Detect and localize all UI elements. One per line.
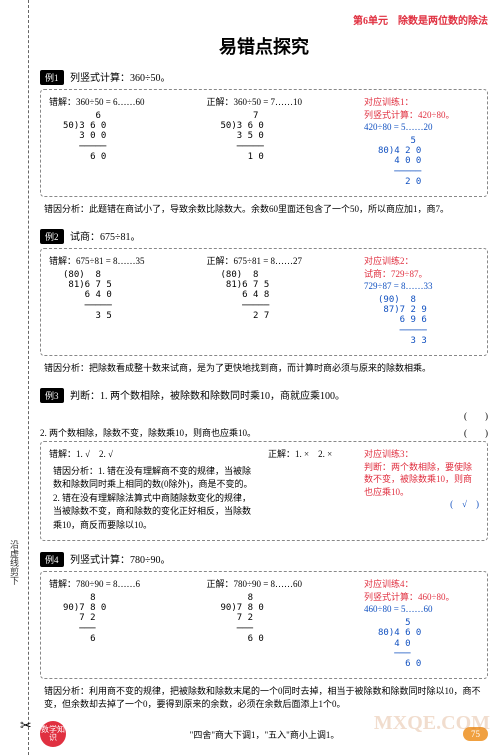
work-box: 错解：360÷50 = 6……60 6 50)3 6 0 3 0 0 ─────… — [40, 89, 488, 197]
judge-row-2: 2. 两个数相除，除数不变，除数乘10，则商也应乘10。 ( ) — [40, 424, 488, 441]
wrong-solution: 错解：675÷81 = 8……35 (80) 8 81)6 7 5 6 4 0 … — [49, 255, 201, 349]
example-label: 例2 — [40, 229, 64, 244]
analysis-text: 错因分析：利用商不变的规律，把被除数和除数末尾的一个0同时去掉，相当于被除数和除… — [40, 683, 488, 714]
training: 对应训练1： 列竖式计算：420÷80。 420÷80 = 5……20 5 80… — [364, 96, 479, 190]
page-number: 75 — [463, 727, 488, 741]
cut-hint: 沿虚线剪下 — [8, 540, 21, 585]
right-head: 正解：360÷50 = 7……10 — [207, 96, 359, 109]
train-work: 5 80)4 2 0 4 0 0 ───── 2 0 — [378, 136, 479, 188]
wrong-work: 8 90)7 8 0 7 2 ─── 6 — [63, 593, 201, 645]
bracket: ( ) — [464, 426, 488, 439]
wrong-head: 错解：1. √ 2. √ — [49, 448, 262, 461]
train-answer: 460÷80 = 5……60 — [364, 603, 479, 616]
train-work: 5 80)4 6 0 4 0 ─── 6 0 — [378, 618, 479, 670]
train-title: 对应训练4： — [364, 578, 479, 591]
cut-line — [28, 0, 29, 755]
train-answer: ( √ ) — [364, 498, 479, 511]
right-head: 正解：675÷81 = 8……27 — [207, 255, 359, 268]
train-answer: 420÷80 = 5……20 — [364, 121, 479, 134]
example-prompt: 列竖式计算：360÷50。 — [70, 73, 171, 84]
footer-badge: 数学知识 — [40, 721, 66, 747]
scissors-icon: ✂ — [20, 718, 32, 735]
page-footer: 数学知识 "四舍"商大下调1，"五入"商小上调1。 75 — [40, 721, 488, 747]
example-1: 例1 列竖式计算：360÷50。 错解：360÷50 = 6……60 6 50)… — [40, 69, 488, 218]
work-box: 错解：780÷90 = 8……6 8 90)7 8 0 7 2 ─── 6 正解… — [40, 571, 488, 679]
bracket: ( ) — [464, 409, 488, 422]
train-title: 对应训练3： — [364, 448, 479, 461]
example-3: 例3 判断：1. 两个数相除，被除数和除数同时乘10，商就应乘100。 ( ) … — [40, 387, 488, 541]
wrong-head: 错解：780÷90 = 8……6 — [49, 578, 201, 591]
example-title: 例4 列竖式计算：780÷90。 — [40, 551, 488, 567]
training: 对应训练3： 判断：两个数相除，要使除数不变，被除数乘10，则商也应乘10。 (… — [364, 448, 479, 534]
example-prompt: 试商：675÷81。 — [70, 232, 141, 243]
train-prompt: 列竖式计算：460÷80。 — [364, 591, 479, 604]
example-4: 例4 列竖式计算：780÷90。 错解：780÷90 = 8……6 8 90)7… — [40, 551, 488, 714]
wrong-solution: 错解：360÷50 = 6……60 6 50)3 6 0 3 0 0 ─────… — [49, 96, 201, 190]
right-solution: 正解：360÷50 = 7……10 7 50)3 6 0 3 5 0 ─────… — [207, 96, 359, 190]
judge-row-1: ( ) — [40, 407, 488, 424]
analysis-text: 错因分析：此题错在商试小了，导致余数比除数大。余数60里面还包含了一个50，所以… — [40, 201, 488, 219]
example-label: 例1 — [40, 70, 64, 85]
wrong-work: (80) 8 81)6 7 5 6 4 0 ───── 3 5 — [63, 270, 201, 322]
train-answer: 729÷87 = 8……33 — [364, 280, 479, 293]
right-work: 7 50)3 6 0 3 5 0 ───── 1 0 — [221, 111, 359, 163]
example-title: 例3 判断：1. 两个数相除，被除数和除数同时乘10，商就应乘100。 — [40, 387, 488, 403]
right-solution: 正解：675÷81 = 8……27 (80) 8 81)6 7 5 6 4 8 … — [207, 255, 359, 349]
footer-tip: "四舍"商大下调1，"五入"商小上调1。 — [190, 728, 340, 741]
train-prompt: 列竖式计算：420÷80。 — [364, 109, 479, 122]
example-prompt: 判断：1. 两个数相除，被除数和除数同时乘10，商就应乘100。 — [70, 391, 345, 402]
training: 对应训练4： 列竖式计算：460÷80。 460÷80 = 5……60 5 80… — [364, 578, 479, 672]
analysis-text: 错因分析：把除数看成整十数来试商，是为了更快地找到商，而计算时商必须与原来的除数… — [40, 360, 488, 378]
analysis — [49, 166, 201, 184]
wrong-head: 错解：675÷81 = 8……35 — [49, 255, 201, 268]
training: 对应训练2： 试商：729÷87。 729÷87 = 8……33 (90) 8 … — [364, 255, 479, 349]
train-prompt: 判断：两个数相除，要使除数不变，被除数乘10，则商也应乘10。 — [364, 461, 479, 499]
train-prompt: 试商：729÷87。 — [364, 268, 479, 281]
example-label: 例3 — [40, 388, 64, 403]
train-title: 对应训练1： — [364, 96, 479, 109]
page-content: 第6单元 除数是两位数的除法 易错点探究 例1 列竖式计算：360÷50。 错解… — [40, 0, 488, 714]
wrong-solution: 错解：780÷90 = 8……6 8 90)7 8 0 7 2 ─── 6 — [49, 578, 201, 672]
right-solution: 正解：780÷90 = 8……60 8 90)7 8 0 7 2 ─── 6 0 — [207, 578, 359, 672]
example-title: 例1 列竖式计算：360÷50。 — [40, 69, 488, 85]
right-head: 正解：780÷90 = 8……60 — [207, 578, 359, 591]
work-box: 错解：1. √ 2. √ 错因分析：1. 错在没有理解商不变的规律，当被除数和除… — [40, 441, 488, 541]
wrong-head: 错解：360÷50 = 6……60 — [49, 96, 201, 109]
wrong-solution: 错解：1. √ 2. √ 错因分析：1. 错在没有理解商不变的规律，当被除数和除… — [49, 448, 262, 534]
train-work: (90) 8 87)7 2 9 6 9 6 ───── 3 3 — [378, 295, 479, 347]
work-box: 错解：675÷81 = 8……35 (80) 8 81)6 7 5 6 4 0 … — [40, 248, 488, 356]
example-prompt: 列竖式计算：780÷90。 — [70, 555, 171, 566]
judge-2: 2. 两个数相除，除数不变，除数乘10，则商也应乘10。 — [40, 426, 256, 439]
right-work: (80) 8 81)6 7 5 6 4 8 ───── 2 7 — [221, 270, 359, 322]
example-2: 例2 试商：675÷81。 错解：675÷81 = 8……35 (80) 8 8… — [40, 228, 488, 377]
right-solution: 正解：1. × 2. × — [268, 448, 358, 534]
unit-header: 第6单元 除数是两位数的除法 — [40, 12, 488, 27]
example-title: 例2 试商：675÷81。 — [40, 228, 488, 244]
right-head: 正解：1. × 2. × — [268, 448, 358, 461]
page-title: 易错点探究 — [40, 33, 488, 59]
wrong-work: 6 50)3 6 0 3 0 0 ───── 6 0 — [63, 111, 201, 163]
example-label: 例4 — [40, 552, 64, 567]
right-work: 8 90)7 8 0 7 2 ─── 6 0 — [221, 593, 359, 645]
train-title: 对应训练2： — [364, 255, 479, 268]
analysis-text: 错因分析：1. 错在没有理解商不变的规律，当被除数和除数同时乘上相同的数(0除外… — [49, 463, 262, 535]
